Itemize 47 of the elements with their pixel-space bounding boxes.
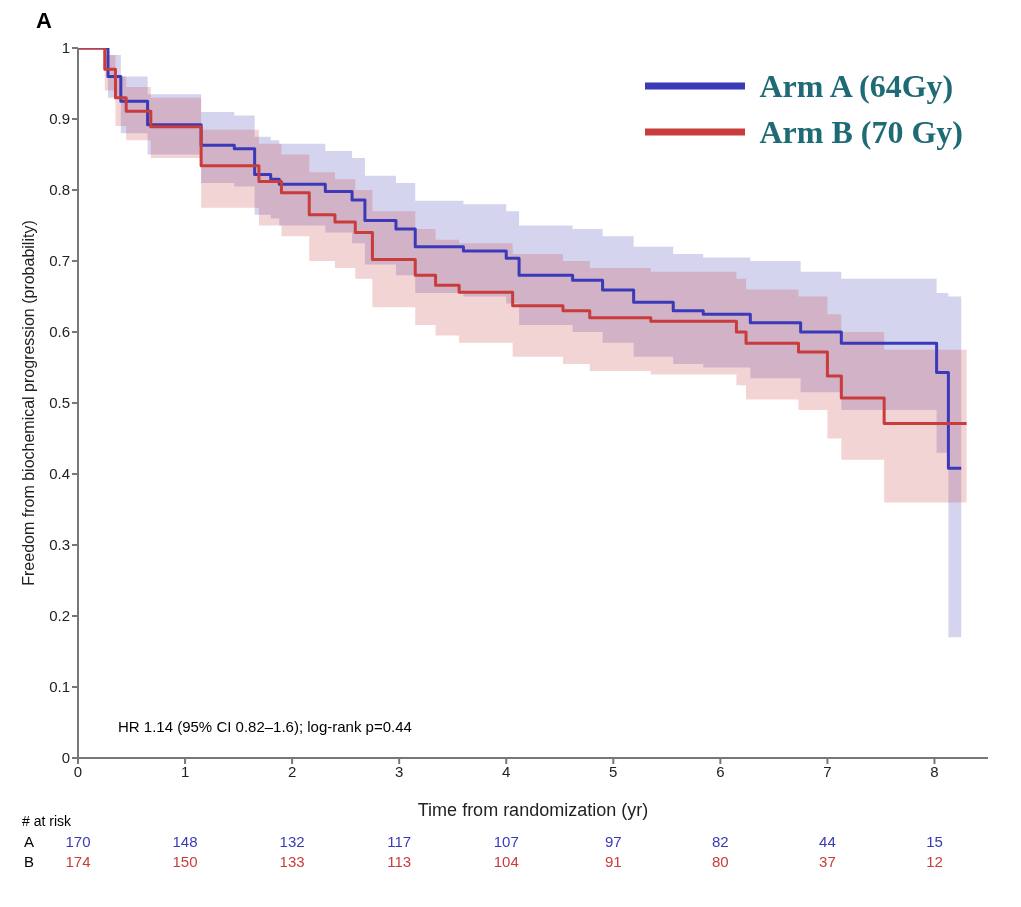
- text: 44: [818, 833, 837, 850]
- text: 150: [171, 853, 199, 870]
- y-tick-label: 0.6: [49, 323, 70, 341]
- x-axis-title: Time from randomization (yr): [417, 800, 649, 820]
- y-tick-label: 0.2: [49, 607, 70, 625]
- text: 170: [64, 833, 92, 850]
- text: 82: [711, 833, 730, 850]
- y-tick-label: 0.1: [49, 678, 70, 696]
- x-tick-label: 1: [180, 762, 190, 780]
- x-tick-label: 0: [73, 762, 83, 780]
- text: 113: [386, 853, 413, 870]
- text: 117: [386, 833, 413, 850]
- y-tick-label: 0.7: [49, 252, 70, 270]
- text: 15: [925, 833, 944, 850]
- y-axis-title: Freedom from biochemical progression (probability): [19, 220, 37, 586]
- legend-label: Arm B (70 Gy): [759, 113, 963, 151]
- text: 91: [603, 853, 623, 870]
- text: # at risk: [22, 813, 72, 829]
- x-tick-label: 7: [823, 762, 832, 780]
- y-tick-label: 0: [61, 749, 70, 767]
- chart-title: A: [36, 8, 52, 34]
- text: 80: [711, 853, 730, 870]
- text: 148: [171, 833, 199, 850]
- text: 97: [603, 833, 623, 850]
- x-tick-label: 4: [502, 762, 511, 780]
- y-tick-label: 1: [61, 39, 70, 57]
- x-tick-label: 2: [287, 762, 297, 780]
- text: 174: [64, 853, 92, 870]
- y-tick-label: 0.4: [49, 465, 70, 483]
- y-tick-label: 0.8: [49, 181, 70, 199]
- y-tick-label: 0.3: [49, 536, 70, 554]
- x-tick-label: 3: [395, 762, 404, 780]
- x-tick-label: 5: [609, 762, 618, 780]
- text: 133: [278, 853, 306, 870]
- text: 132: [278, 833, 306, 850]
- annotation: HR 1.14 (95% CI 0.82–1.6); log-rank p=0.44: [118, 718, 412, 735]
- legend-label: Arm A (64Gy): [759, 67, 954, 105]
- text: A: [24, 833, 35, 850]
- x-tick-label: 8: [930, 762, 939, 780]
- y-tick-label: 0.5: [49, 394, 70, 412]
- text: 12: [925, 853, 944, 870]
- text: 104: [492, 853, 520, 870]
- text: 107: [492, 833, 520, 850]
- y-tick-label: 0.9: [49, 110, 70, 128]
- x-tick-label: 6: [716, 762, 725, 780]
- text: 37: [818, 853, 837, 870]
- text: B: [24, 853, 35, 870]
